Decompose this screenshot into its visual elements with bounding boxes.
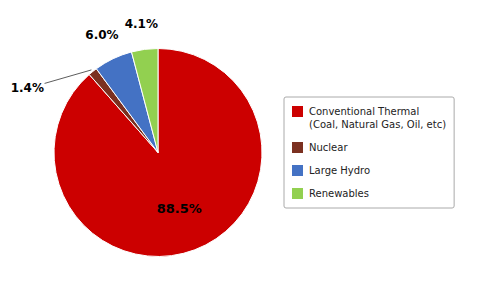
legend-item: Renewables [292, 188, 369, 199]
legend-label-line: Renewables [309, 188, 369, 199]
legend-label: Nuclear [309, 142, 348, 153]
legend-swatch [292, 188, 303, 199]
legend-swatch [292, 106, 303, 117]
legend-item: Nuclear [292, 142, 348, 153]
legend-label: Conventional Thermal (Coal, Natural Gas, … [309, 106, 446, 130]
legend-label: Large Hydro [309, 165, 370, 176]
data-labels: 88.5% 1.4% 6.0% 4.1% [11, 17, 202, 217]
pie-slice [54, 49, 262, 257]
legend-item: Conventional Thermal (Coal, Natural Gas, … [292, 106, 446, 130]
legend-label-line: (Coal, Natural Gas, Oil, etc) [309, 119, 446, 130]
legend-swatch [292, 142, 303, 153]
legend-frame [284, 97, 454, 208]
legend-label-line: Nuclear [309, 142, 348, 153]
data-label: 1.4% [11, 81, 44, 95]
data-label: 88.5% [157, 201, 202, 216]
chart-container: 88.5% 1.4% 6.0% 4.1% Conventional Thermal (Co… [0, 0, 482, 305]
legend-label-line: Conventional Thermal [309, 106, 419, 117]
pie [54, 49, 262, 257]
leader-line [45, 70, 92, 83]
pie-slice [132, 49, 158, 153]
chart-svg: 88.5% 1.4% 6.0% 4.1% Conventional Thermal (Co… [0, 0, 482, 305]
legend-label: Renewables [309, 188, 369, 199]
legend: Conventional Thermal (Coal, Natural Gas, … [284, 97, 454, 208]
legend-label-line: Large Hydro [309, 165, 370, 176]
legend-swatch [292, 165, 303, 176]
data-label: 6.0% [85, 28, 118, 42]
data-label: 4.1% [125, 17, 158, 31]
legend-item: Large Hydro [292, 165, 370, 176]
